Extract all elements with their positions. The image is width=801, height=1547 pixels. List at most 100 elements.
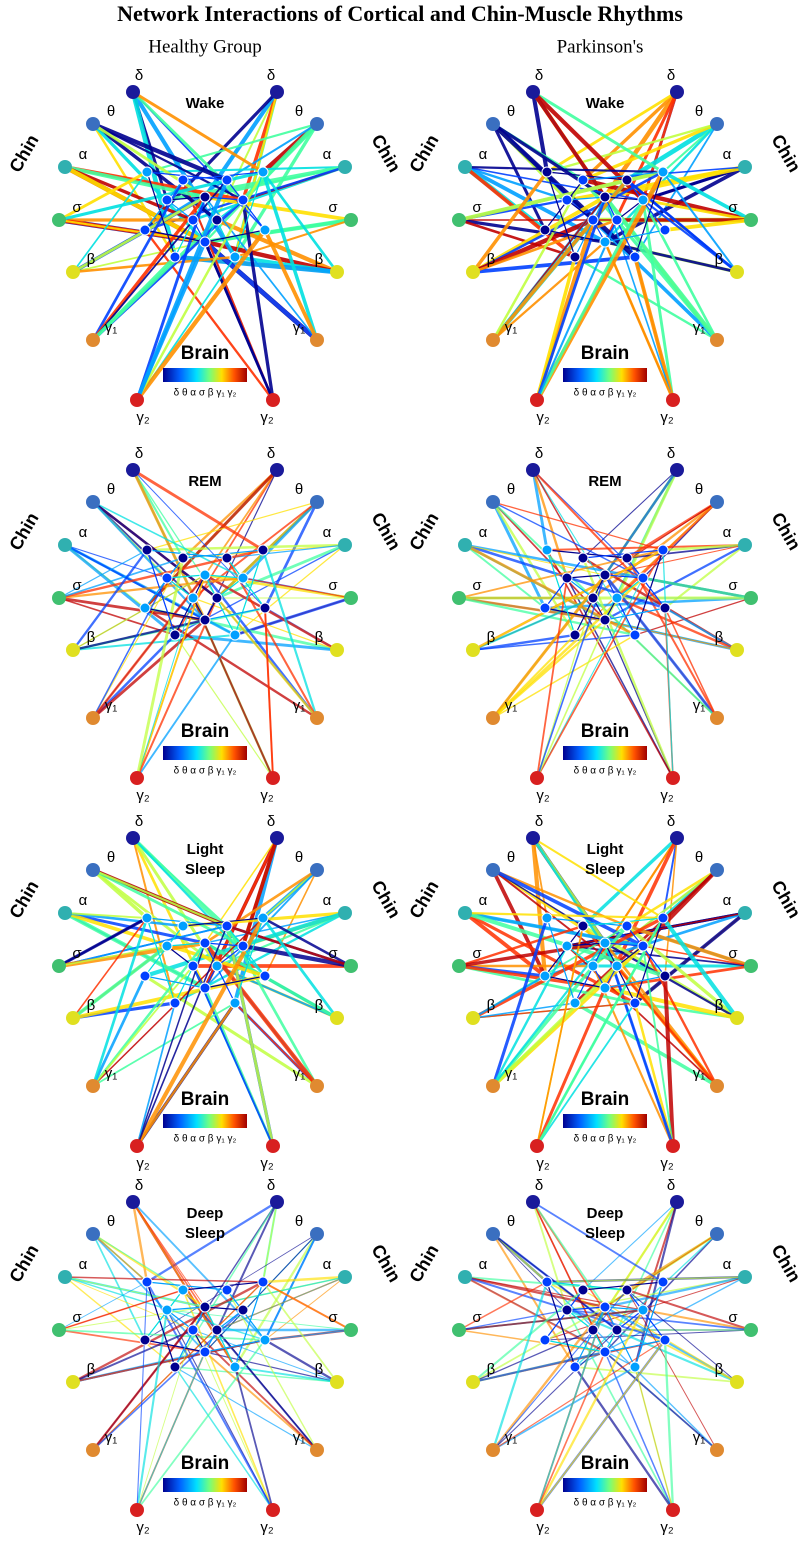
rhythm-node [730, 643, 744, 657]
brain-node [230, 630, 240, 640]
rhythm-label: β [315, 251, 324, 268]
rhythm-label: β [487, 1361, 496, 1378]
brain-node [238, 1305, 248, 1315]
brain-node [200, 615, 210, 625]
brain-node [578, 1285, 588, 1295]
rhythm-label: α [323, 524, 332, 541]
rhythm-node [86, 863, 100, 877]
brain-node [562, 941, 572, 951]
rhythm-node [738, 1270, 752, 1284]
brain-node [140, 1335, 150, 1345]
chin-label: Chin [767, 1241, 801, 1286]
rhythm-label: γ₂ [660, 1519, 674, 1536]
link [265, 1330, 351, 1340]
colorbar [163, 1478, 247, 1492]
brain-node [140, 225, 150, 235]
brain-node [200, 938, 210, 948]
rhythm-node [330, 1375, 344, 1389]
rhythm-label: γ₂ [536, 1155, 550, 1172]
rhythm-node [526, 463, 540, 477]
stage-label: Deep [587, 1205, 624, 1222]
rhythm-label: β [715, 629, 724, 646]
rhythm-label: δ [535, 67, 543, 84]
chin-label: Chin [405, 131, 442, 176]
rhythm-node [710, 495, 724, 509]
brain-node [638, 941, 648, 951]
rhythm-node [530, 393, 544, 407]
stage-label: Wake [586, 95, 625, 112]
rhythm-label: θ [107, 481, 115, 498]
brain-node [258, 913, 268, 923]
brain-node [230, 998, 240, 1008]
rhythm-label: α [723, 1256, 732, 1273]
brain-node [622, 553, 632, 563]
link [265, 230, 317, 340]
brain-node [658, 167, 668, 177]
brain-label: Brain [581, 343, 630, 364]
rhythm-label: α [79, 1256, 88, 1273]
stage-label: Sleep [185, 861, 225, 878]
colorbar-label: δ θ α σ β γ₁ γ₂ [174, 1134, 237, 1145]
brain-node [212, 1325, 222, 1335]
rhythm-node [666, 771, 680, 785]
rhythm-node [486, 863, 500, 877]
chin-label: Chin [367, 1241, 404, 1286]
brain-node [542, 1277, 552, 1287]
brain-node [162, 1305, 172, 1315]
brain-node [600, 1302, 610, 1312]
brain-node [542, 167, 552, 177]
rhythm-node [452, 213, 466, 227]
rhythm-node [310, 1227, 324, 1241]
rhythm-node [58, 906, 72, 920]
chin-label: Chin [5, 1241, 42, 1286]
rhythm-node [338, 906, 352, 920]
brain-node [658, 545, 668, 555]
rhythm-label: γ₁ [505, 1065, 518, 1082]
brain-node [238, 941, 248, 951]
brain-node [600, 570, 610, 580]
brain-node [238, 573, 248, 583]
brain-node [260, 225, 270, 235]
brain-node [260, 603, 270, 613]
brain-node [540, 225, 550, 235]
rhythm-node [126, 85, 140, 99]
rhythm-node [66, 265, 80, 279]
rhythm-node [710, 863, 724, 877]
brain-node [578, 921, 588, 931]
brain-node [638, 1305, 648, 1315]
stage-label: REM [188, 473, 221, 490]
rhythm-label: δ [267, 67, 275, 84]
brain-node [142, 913, 152, 923]
rhythm-label: γ₁ [293, 697, 306, 714]
rhythm-node [126, 463, 140, 477]
rhythm-node [670, 463, 684, 477]
chin-label: Chin [405, 509, 442, 554]
rhythm-label: σ [728, 945, 738, 962]
rhythm-node [730, 265, 744, 279]
brain-node [188, 215, 198, 225]
rhythm-label: σ [328, 945, 338, 962]
brain-node [178, 175, 188, 185]
rhythm-node [86, 1227, 100, 1241]
brain-node [570, 252, 580, 262]
brain-node [212, 593, 222, 603]
rhythm-node [452, 959, 466, 973]
rhythm-node [310, 495, 324, 509]
brain-node [622, 175, 632, 185]
colorbar-label: δ θ α σ β γ₁ γ₂ [174, 1498, 237, 1509]
rhythm-label: γ₂ [260, 787, 274, 804]
rhythm-label: δ [135, 445, 143, 462]
brain-node [200, 1302, 210, 1312]
brain-node [562, 195, 572, 205]
chin-label: Chin [405, 877, 442, 922]
rhythm-node [738, 538, 752, 552]
brain-node [562, 1305, 572, 1315]
rhythm-label: γ₁ [505, 697, 518, 714]
stage-label: REM [588, 473, 621, 490]
brain-node [258, 167, 268, 177]
rhythm-node [670, 1195, 684, 1209]
rhythm-label: β [715, 251, 724, 268]
rhythm-node [486, 1227, 500, 1241]
chin-label: Chin [405, 1241, 442, 1286]
link [73, 635, 235, 650]
